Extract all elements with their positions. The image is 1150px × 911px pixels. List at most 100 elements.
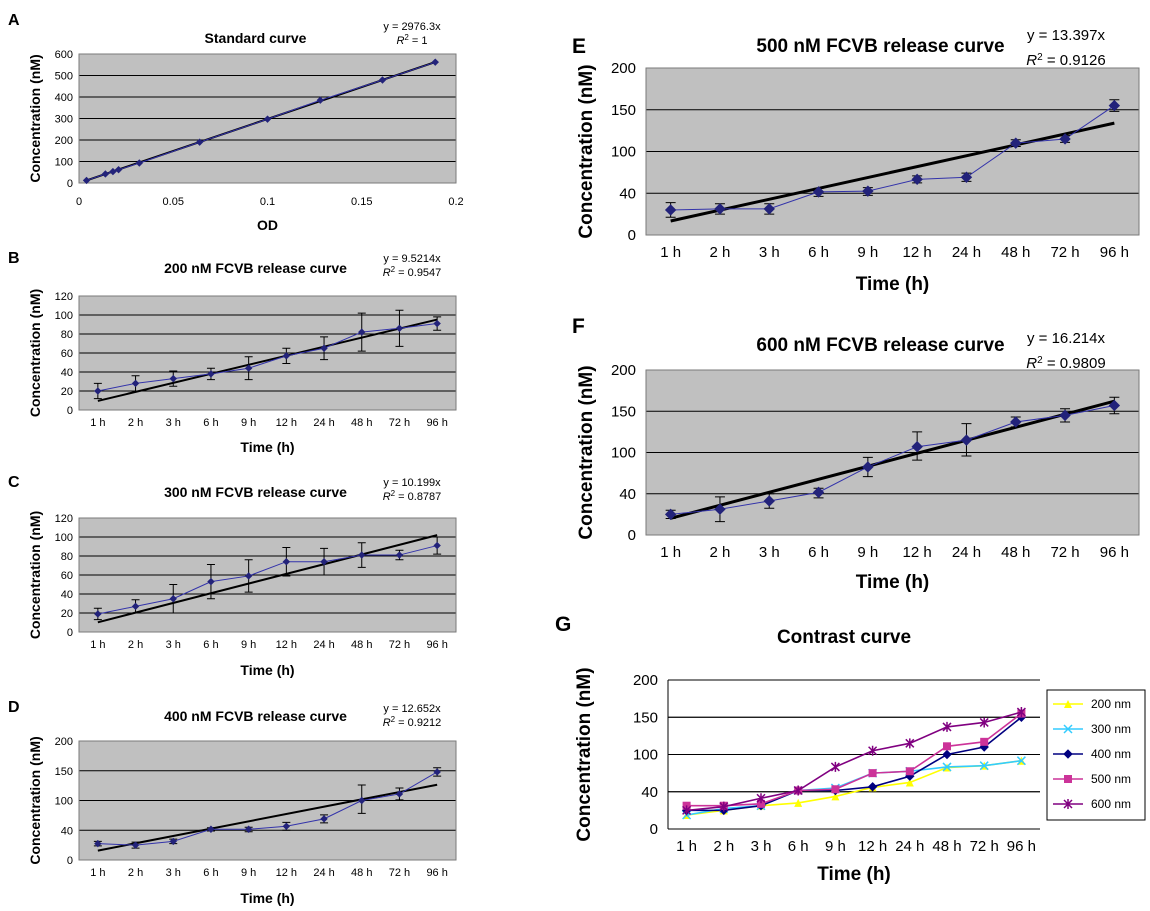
legend-label: 200 nm: [1091, 697, 1131, 711]
plot-frame: [78, 740, 457, 861]
trendline-equation: y = 13.397x: [1027, 27, 1105, 44]
x-tick-label: 72 h: [1050, 544, 1079, 561]
x-tick-label: 2 h: [710, 244, 731, 261]
chart-panel-c: 0 20 40 60 80 100 120 1 h 2 h 3 h 6 h 9 h 12 h 24 h 48…: [8, 474, 457, 678]
data-point: [101, 170, 110, 178]
data-point: [682, 805, 692, 816]
data-point: [207, 577, 215, 586]
y-tick-label: 120: [55, 291, 73, 303]
data-point: [714, 503, 726, 515]
data-point: [135, 159, 144, 167]
r-squared-label: R2 = 0.9547: [383, 265, 442, 280]
x-tick-label: 12 h: [903, 244, 932, 261]
x-tick-label: 72 h: [389, 639, 410, 651]
y-tick-label: 0: [628, 527, 636, 544]
data-point: [263, 115, 272, 123]
x-tick-label: 12 h: [276, 639, 297, 651]
data-point: [812, 486, 825, 499]
x-tick-label: 6 h: [203, 417, 218, 429]
data-point: [905, 767, 914, 776]
x-axis-title: Time (h): [240, 439, 294, 455]
series-line-4: [686, 711, 1022, 812]
x-tick-label: 2 h: [128, 639, 143, 651]
data-point: [395, 790, 404, 798]
series-line: [670, 404, 1115, 515]
data-point: [94, 610, 102, 618]
y-axis-title: Concentration (nM): [27, 289, 43, 417]
data-point: [979, 761, 989, 771]
x-tick-label: 48 h: [932, 838, 961, 855]
r-squared-label: R2 = 0.9126: [1026, 52, 1105, 70]
y-axis-title: Concentration (nM): [27, 736, 43, 864]
data-point: [714, 203, 726, 215]
x-axis-title: Time (h): [856, 572, 930, 593]
panel-letter: B: [8, 250, 20, 267]
x-tick-label: 24 h: [952, 244, 981, 261]
y-tick-label: 100: [633, 747, 658, 764]
data-point: [244, 364, 253, 372]
series-line-3: [686, 712, 1022, 807]
data-point: [433, 541, 441, 550]
y-tick-label: 100: [55, 532, 73, 544]
r-squared-label: R2 = 0.9212: [383, 715, 442, 730]
data-point: [942, 762, 952, 772]
legend-label: 600 nm: [1091, 797, 1131, 811]
x-tick-label: 0.2: [448, 196, 463, 208]
x-tick-label: 96 h: [426, 639, 447, 651]
y-tick-label: 400: [55, 92, 73, 104]
y-tick-label: 0: [67, 627, 73, 639]
x-tick-label: 1 h: [90, 867, 105, 879]
data-point: [980, 737, 989, 746]
trendline: [670, 399, 1115, 520]
x-tick-label: 24 h: [895, 838, 924, 855]
chart-title: 300 nM FCVB release curve: [164, 484, 347, 500]
data-point: [868, 745, 878, 756]
data-point: [830, 761, 840, 772]
legend-swatch-marker: [1063, 724, 1073, 734]
x-tick-label: 96 h: [1100, 244, 1129, 261]
x-tick-label: 0.1: [260, 196, 275, 208]
y-tick-label: 60: [61, 570, 73, 582]
data-point: [431, 58, 439, 66]
plot-frame: [78, 295, 457, 411]
data-point: [960, 434, 973, 446]
y-tick-label: 600: [55, 49, 73, 61]
x-tick-label: 6 h: [203, 639, 218, 651]
trendline-equation: y = 12.652x: [383, 703, 441, 715]
x-tick-label: 2 h: [128, 417, 143, 429]
plot-frame: [645, 369, 1140, 536]
data-point: [114, 165, 123, 174]
x-tick-label: 0: [76, 196, 82, 208]
data-point: [378, 76, 387, 84]
x-tick-label: 24 h: [313, 639, 334, 651]
x-tick-label: 6 h: [788, 838, 809, 855]
series-line: [97, 771, 438, 846]
chart-panel-g: 0 40 100 150 200 1 h 2 h 3 h 6 h 9 h 12 h 24 h 48 h 7…: [555, 613, 1146, 885]
x-tick-label: 96 h: [1007, 838, 1036, 855]
r-squared-exponent: 2: [391, 489, 396, 498]
y-tick-label: 200: [55, 736, 73, 748]
chart-panel-a: 0 100 200 300 400 500 600 0 0.05 0.1 0.15 0.2 OD Conc…: [8, 12, 464, 233]
r-squared-symbol: R: [383, 491, 391, 503]
data-point: [316, 96, 324, 104]
y-tick-label: 20: [61, 608, 73, 620]
y-tick-label: 80: [61, 329, 73, 341]
data-point: [131, 379, 140, 388]
x-tick-label: 1 h: [90, 417, 105, 429]
x-tick-label: 3 h: [751, 838, 772, 855]
data-point: [1108, 399, 1121, 412]
data-point: [943, 742, 951, 751]
trendline: [97, 318, 438, 402]
x-tick-label: 48 h: [1001, 544, 1030, 561]
data-point: [433, 768, 441, 776]
x-tick-label: 1 h: [676, 838, 697, 855]
legend-swatch-marker: [1064, 775, 1072, 783]
chart-title: 500 nM FCVB release curve: [756, 36, 1004, 57]
chart-title: Contrast curve: [777, 627, 911, 648]
data-point: [868, 769, 877, 778]
x-tick-label: 24 h: [313, 867, 334, 879]
x-tick-label: 72 h: [389, 417, 410, 429]
r-squared-symbol: R: [396, 35, 404, 47]
data-point: [109, 167, 117, 176]
data-point: [979, 717, 989, 728]
